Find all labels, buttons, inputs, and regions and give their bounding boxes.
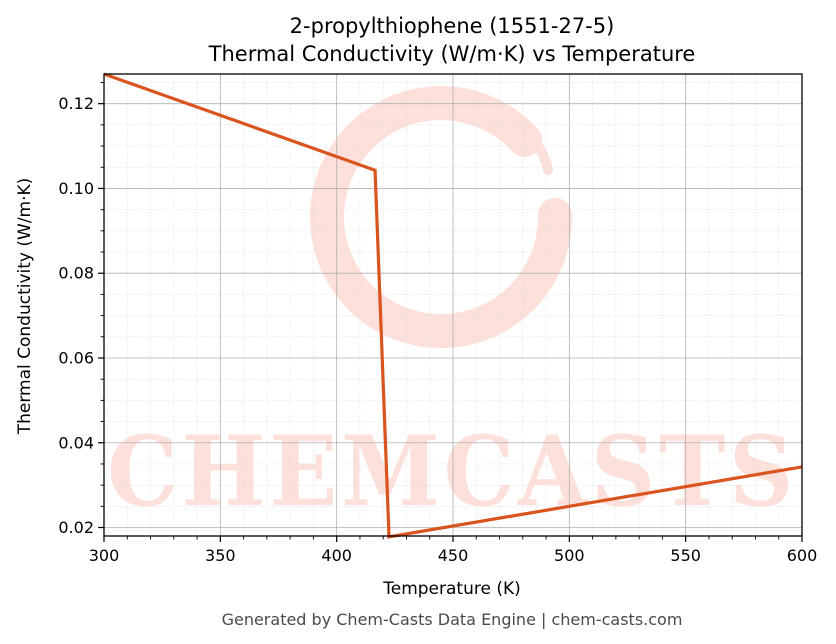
x-tick-label: 500 xyxy=(554,546,585,565)
x-tick-label: 450 xyxy=(438,546,469,565)
x-axis-label: Temperature (K) xyxy=(382,579,521,599)
y-tick-label: 0.08 xyxy=(58,264,94,283)
chart-subtitle: Thermal Conductivity (W/m·K) vs Temperat… xyxy=(208,42,696,66)
footer-credit: Generated by Chem-Casts Data Engine | ch… xyxy=(222,610,683,629)
y-tick-label: 0.04 xyxy=(58,433,94,452)
y-axis-label: Thermal Conductivity (W/m·K) xyxy=(15,178,35,436)
watermark-logo-swirl xyxy=(310,86,573,349)
y-tick-label: 0.10 xyxy=(58,179,94,198)
watermark-text: CHEMCASTS xyxy=(107,415,797,528)
y-tick-label: 0.12 xyxy=(58,94,94,113)
chart-title: 2-propylthiophene (1551-27-5) xyxy=(290,14,615,38)
y-axis: 0.02 0.04 0.06 0.08 0.10 0.12 xyxy=(58,82,104,537)
major-grid xyxy=(103,74,803,536)
series-line xyxy=(103,72,803,539)
x-axis: 300 350 400 450 500 550 600 xyxy=(89,536,818,565)
x-tick-label: 300 xyxy=(89,546,120,565)
series-layer xyxy=(103,72,803,539)
x-tick-label: 600 xyxy=(787,546,818,565)
x-tick-label: 400 xyxy=(321,546,352,565)
y-tick-label: 0.06 xyxy=(58,348,94,367)
x-tick-label: 550 xyxy=(670,546,701,565)
y-tick-label: 0.02 xyxy=(58,518,94,537)
x-tick-label: 350 xyxy=(205,546,236,565)
